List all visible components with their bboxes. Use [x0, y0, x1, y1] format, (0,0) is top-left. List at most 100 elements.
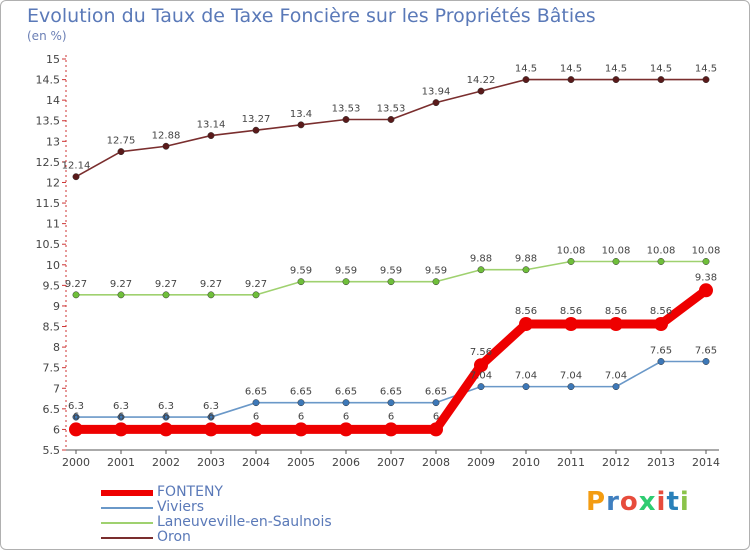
y-tick-label: 8 — [53, 341, 60, 354]
y-tick-label: 10.5 — [36, 238, 61, 251]
data-label: 8.56 — [605, 306, 627, 317]
data-label: 6.3 — [113, 401, 129, 412]
x-tick-label: 2005 — [287, 456, 315, 469]
x-tick-label: 2009 — [467, 456, 495, 469]
data-point — [432, 278, 440, 286]
x-tick-label: 2003 — [197, 456, 225, 469]
data-label: 6 — [73, 411, 79, 422]
data-label: 7.04 — [605, 371, 627, 382]
x-tick-label: 2014 — [692, 456, 720, 469]
data-label: 13.53 — [377, 104, 406, 115]
brand-logo: Proxiti — [586, 487, 690, 517]
y-tick-label: 5.5 — [43, 444, 61, 457]
x-tick-label: 2011 — [557, 456, 585, 469]
data-label: 8.56 — [515, 306, 537, 317]
y-tick-label: 14 — [46, 94, 60, 107]
x-tick-label: 2007 — [377, 456, 405, 469]
series-fonteny — [69, 283, 713, 437]
data-label: 7.04 — [515, 371, 537, 382]
data-point — [339, 422, 353, 437]
data-label: 7.65 — [650, 346, 672, 357]
data-point — [207, 132, 215, 140]
data-label: 9.59 — [425, 266, 447, 277]
data-label: 7.65 — [695, 346, 717, 357]
data-point — [384, 422, 398, 437]
data-point — [477, 87, 485, 95]
data-label: 6.3 — [203, 401, 219, 412]
data-point — [117, 148, 125, 156]
legend-label: Viviers — [157, 499, 204, 515]
y-tick-label: 14.5 — [36, 74, 61, 87]
brand-letter: x — [638, 487, 657, 517]
data-point — [342, 399, 350, 407]
y-tick-label: 11.5 — [36, 197, 61, 210]
data-point — [612, 383, 620, 391]
data-point — [162, 142, 170, 150]
data-point — [159, 422, 173, 437]
data-label: 6 — [253, 411, 259, 422]
data-label: 6 — [433, 411, 439, 422]
data-label: 9.27 — [110, 279, 132, 290]
data-point — [72, 291, 80, 299]
x-tick-label: 2004 — [242, 456, 270, 469]
legend-label: Laneuveville-en-Saulnois — [157, 514, 332, 530]
data-point — [654, 317, 668, 332]
x-tick-label: 2008 — [422, 456, 450, 469]
data-label: 6.3 — [158, 401, 174, 412]
data-label: 9.59 — [380, 266, 402, 277]
data-point — [207, 413, 215, 421]
data-label: 13.94 — [422, 87, 451, 98]
data-label: 12.88 — [152, 130, 181, 141]
data-point — [519, 317, 533, 332]
y-tick-label: 7.5 — [43, 362, 61, 375]
data-label: 6 — [208, 411, 214, 422]
legend-swatch — [101, 490, 153, 496]
data-point — [252, 291, 260, 299]
data-label: 9.27 — [200, 279, 222, 290]
y-tick-label: 12.5 — [36, 156, 61, 169]
x-tick-label: 2000 — [62, 456, 90, 469]
data-point — [387, 116, 395, 123]
data-point — [69, 422, 83, 437]
brand-letter: o — [619, 487, 639, 517]
data-label: 6.65 — [335, 387, 357, 398]
data-label: 10.08 — [692, 245, 721, 256]
data-point — [432, 399, 440, 407]
data-point — [387, 399, 395, 407]
data-label: 14.5 — [695, 64, 717, 75]
data-point — [207, 291, 215, 299]
y-tick-label: 15 — [46, 53, 60, 66]
data-point — [474, 358, 488, 373]
y-tick-label: 9.5 — [43, 279, 61, 292]
data-label: 6.65 — [245, 387, 267, 398]
data-point — [249, 422, 263, 437]
brand-letter: i — [656, 487, 667, 517]
chart-title: Evolution du Taux de Taxe Foncière sur l… — [27, 5, 596, 27]
chart-axes: 5.566.577.588.599.51010.51111.51212.5131… — [36, 53, 721, 469]
data-label: 14.5 — [605, 64, 627, 75]
data-point — [564, 317, 578, 332]
y-tick-label: 6 — [53, 423, 60, 436]
data-point — [117, 291, 125, 299]
data-label: 14.5 — [650, 64, 672, 75]
data-point — [477, 383, 485, 391]
data-point — [162, 413, 170, 421]
data-point — [567, 383, 575, 391]
data-point — [432, 99, 440, 107]
data-label: 10.08 — [602, 245, 631, 256]
data-label: 13.14 — [197, 120, 226, 131]
data-point — [342, 116, 350, 123]
data-label: 12.14 — [62, 161, 91, 172]
data-point — [477, 266, 485, 274]
y-tick-label: 11 — [46, 218, 60, 231]
data-label: 9.27 — [245, 279, 267, 290]
data-label: 7.56 — [470, 347, 492, 358]
legend-swatch — [101, 537, 153, 539]
data-point — [117, 413, 125, 421]
data-point — [297, 399, 305, 407]
y-tick-label: 13 — [46, 135, 60, 148]
data-point — [162, 291, 170, 299]
y-tick-label: 13.5 — [36, 115, 61, 128]
data-point — [294, 422, 308, 437]
